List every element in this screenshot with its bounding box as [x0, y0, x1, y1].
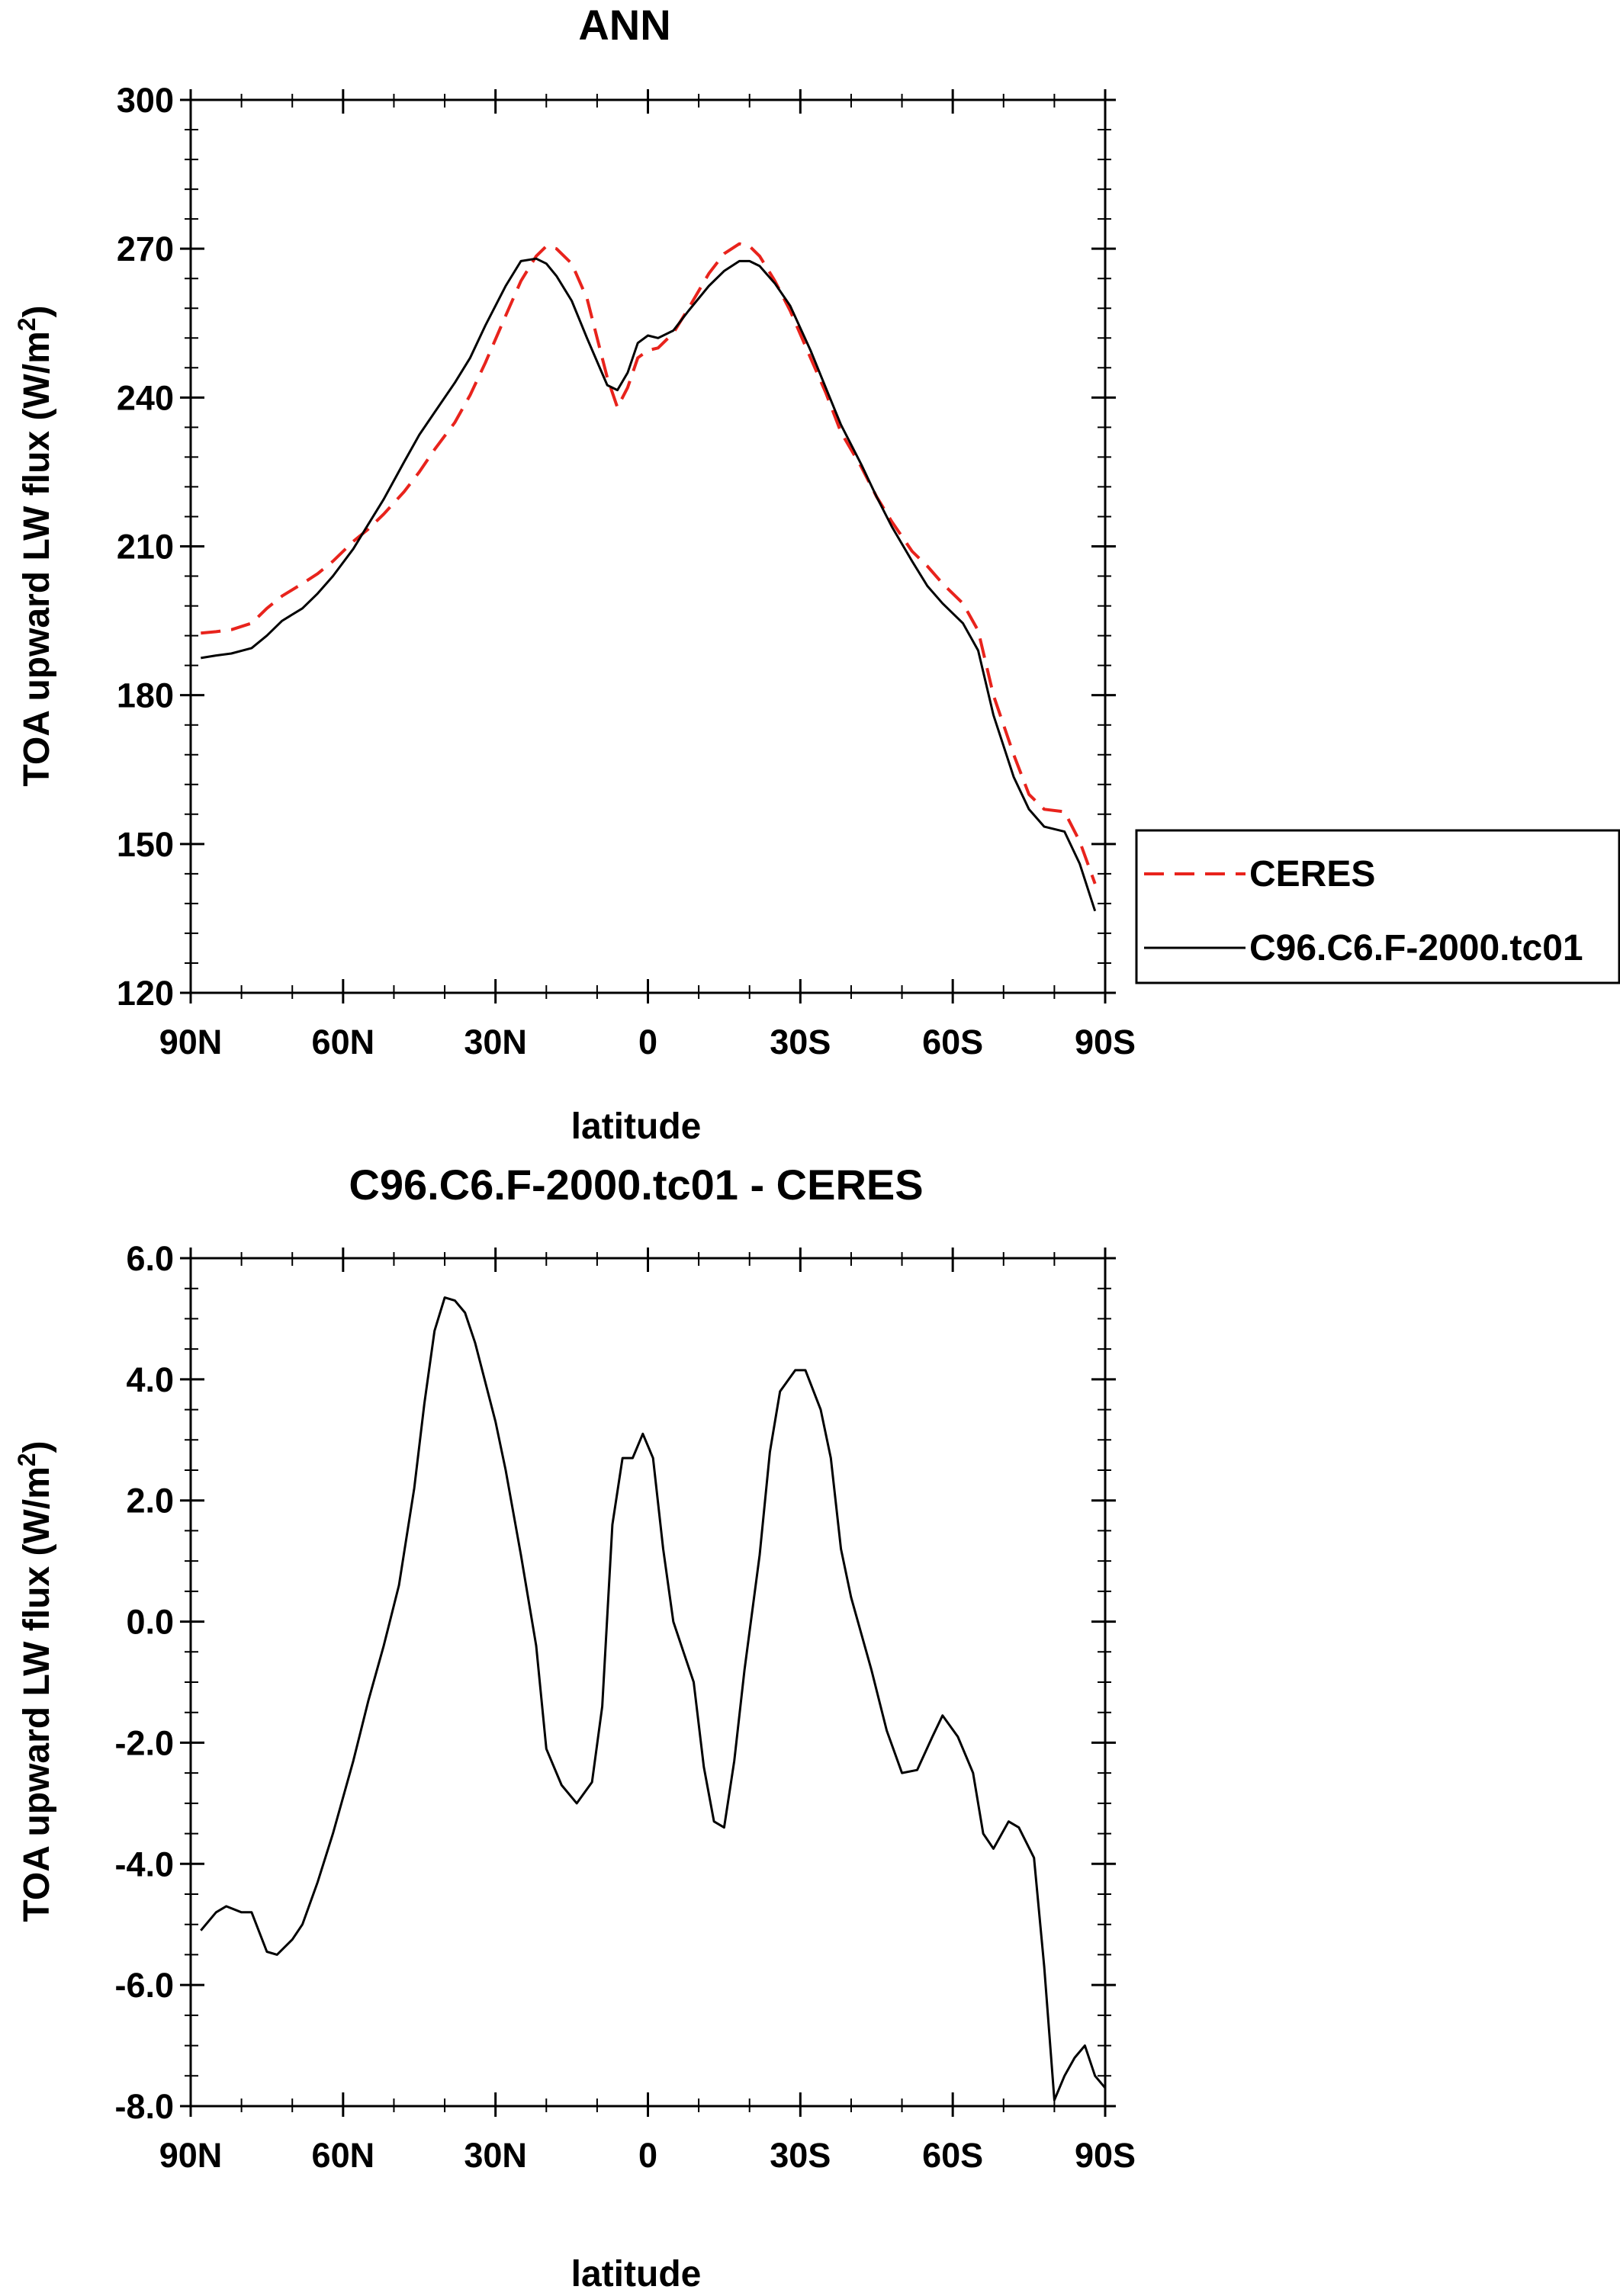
y-tick-label: -6.0 [114, 1966, 174, 2005]
x-tick-label: 90N [159, 2136, 223, 2175]
y-tick-label: 0.0 [126, 1603, 174, 1642]
x-tick-labels: 90N 60N 30N 0 30S 60S 90S [159, 2136, 1136, 2175]
legend-model-label: C96.C6.F-2000.tc01 [1249, 928, 1583, 968]
legend-ceres-label: CERES [1249, 854, 1375, 894]
x-tick-label: 0 [638, 2136, 657, 2175]
x-tick-label: 30S [770, 1023, 831, 1061]
x-tick-label: 60S [922, 2136, 983, 2175]
series-line-ceres [201, 242, 1097, 885]
y-tick-label: 180 [117, 676, 174, 715]
x-axis-label: latitude [571, 2254, 702, 2294]
y-tick-labels: -8.0 -6.0 -4.0 -2.0 0.0 2.0 4.0 6.0 [114, 1239, 174, 2126]
y-tick-label: 6.0 [126, 1239, 174, 1278]
y-tick-label: 210 [117, 528, 174, 567]
plot-frame [189, 1257, 1107, 2108]
x-tick-labels: 90N 60N 30N 0 30S 60S 90S [159, 1023, 1136, 1061]
x-tick-label: 60N [312, 2136, 375, 2175]
series-line-model [200, 1296, 1107, 2102]
x-tick-label: 90S [1075, 2136, 1136, 2175]
y-axis-label-end: ) [17, 1440, 57, 1453]
y-tick-label: 4.0 [126, 1360, 174, 1399]
y-tick-label: 240 [117, 378, 174, 417]
y-axis-label-end: ) [17, 305, 57, 317]
legend: CERES C96.C6.F-2000.tc01 [1135, 829, 1620, 984]
chart-panel-difference: C96.C6.F-2000.tc01 - CERES -8.0-6.0-4.0-… [13, 1161, 1136, 2294]
chart-title: C96.C6.F-2000.tc01 - CERES [349, 1161, 923, 1209]
y-tick-label: -8.0 [114, 2087, 174, 2126]
y-tick-label: 2.0 [126, 1482, 174, 1520]
x-tick-label: 0 [638, 1023, 657, 1061]
series-line-model [201, 257, 1097, 912]
y-axis-label: TOA upward LW flux (W/m2) [13, 305, 57, 786]
x-tick-label: 30S [770, 2136, 831, 2175]
series-lines [200, 1296, 1107, 2102]
series-lines [201, 242, 1097, 912]
x-tick-label: 90N [159, 1023, 223, 1061]
x-tick-label: 90S [1075, 1023, 1136, 1061]
y-axis-label-superscript: 2 [13, 317, 40, 331]
y-tick-labels: 120 150 180 210 240 270 300 [117, 81, 174, 1013]
axis-ticks [180, 89, 1116, 1003]
x-tick-label: 60N [312, 1023, 375, 1061]
x-tick-label: 30N [464, 1023, 527, 1061]
x-tick-label: 60S [922, 1023, 983, 1061]
chart-title: ANN [578, 1, 670, 49]
y-tick-label: 120 [117, 974, 174, 1013]
y-tick-label: 300 [117, 81, 174, 120]
y-axis-label-main: TOA upward LW flux (W/m [17, 331, 57, 786]
y-axis-label-superscript: 2 [13, 1453, 40, 1466]
plot-frame [189, 98, 1107, 994]
x-tick-label: 30N [464, 2136, 527, 2175]
chart-panel-annual: ANN 120 150 180 210 240 270 300 90N 60N 30N 0 30S 6… [13, 1, 1620, 1147]
axis-ticks [180, 1248, 1116, 2117]
x-axis-label: latitude [571, 1106, 702, 1147]
y-tick-label: 150 [117, 825, 174, 864]
y-tick-label: -4.0 [114, 1845, 174, 1883]
y-axis-label-main: TOA upward LW flux (W/m [17, 1466, 57, 1922]
y-axis-label: TOA upward LW flux (W/m2) [13, 1440, 57, 1922]
legend-box [1135, 829, 1620, 984]
y-tick-label: 270 [117, 230, 174, 268]
y-tick-label: -2.0 [114, 1723, 174, 1762]
